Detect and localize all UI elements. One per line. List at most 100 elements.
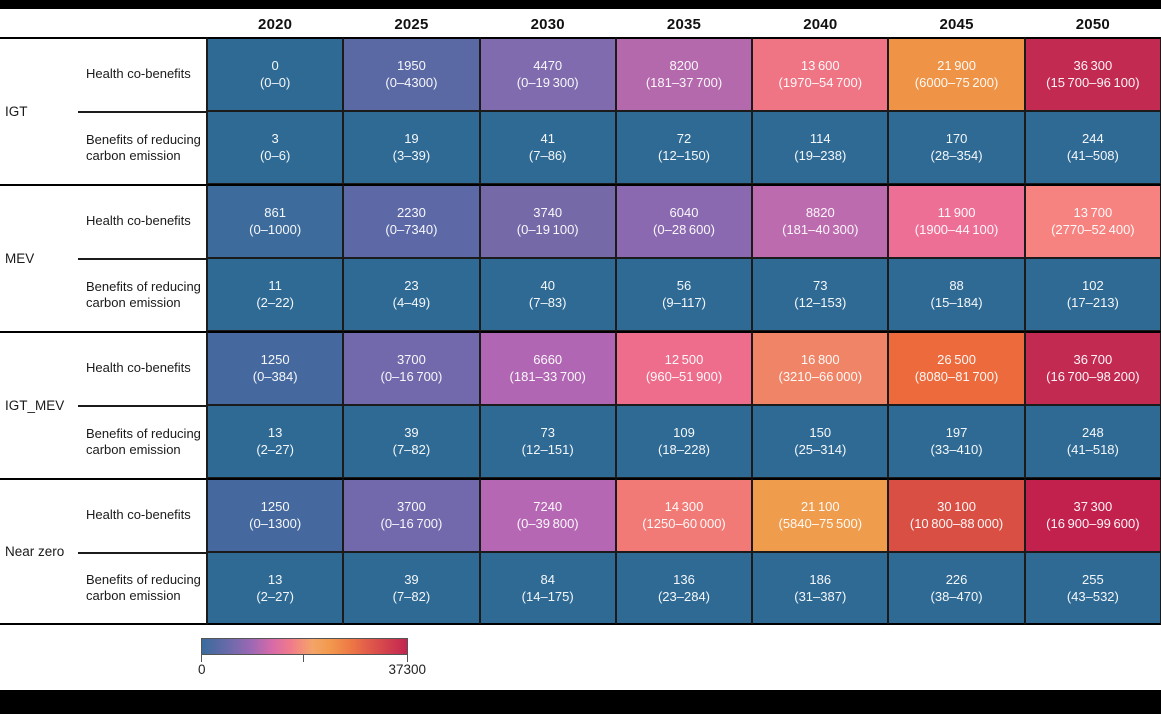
cell-value: 114 — [809, 131, 831, 147]
cell-value: 72 — [676, 131, 692, 147]
cell-range: (181–40 300) — [782, 222, 859, 238]
cell-value: 12 500 — [664, 352, 704, 368]
heatmap-cell: 0 (0–0) — [207, 37, 344, 111]
heatmap-cell: 13 600 (1970–54 700) — [752, 37, 889, 111]
cell-range: (8080–81 700) — [914, 369, 999, 385]
metric-label: Benefits of reducing carbon emission — [78, 404, 207, 478]
metric-label: Benefits of reducing carbon emission — [78, 257, 207, 331]
scenario-label: MEV — [0, 184, 78, 331]
cell-value: 0 — [271, 58, 279, 74]
cell-range: (12–151) — [521, 442, 574, 458]
cell-range: (960–51 900) — [645, 369, 723, 385]
cell-range: (6000–75 200) — [914, 75, 999, 91]
heatmap-cell: 4470 (0–19 300) — [479, 37, 616, 111]
heatmap-cell: 39 (7–82) — [343, 551, 480, 625]
heatmap-cell: 11 (2–22) — [207, 257, 344, 331]
cell-value: 11 900 — [937, 205, 976, 221]
colorbar-tick-mid — [303, 655, 305, 662]
cell-value: 13 600 — [800, 58, 840, 74]
heatmap-cell: 226 (38–470) — [888, 551, 1025, 625]
cell-value: 19 — [404, 131, 419, 147]
metric-label: Health co-benefits — [78, 184, 207, 258]
cell-value: 248 — [1082, 425, 1104, 441]
heatmap-cell: 19 (3–39) — [343, 110, 480, 184]
heatmap-cell: 13 (2–27) — [207, 551, 344, 625]
cell-range: (0–39 800) — [516, 516, 579, 532]
heatmap-cell: 1250 (0–384) — [207, 331, 344, 405]
cell-range: (0–1000) — [249, 222, 302, 238]
cell-range: (0–16 700) — [380, 516, 443, 532]
cell-range: (41–508) — [1066, 148, 1119, 164]
cell-value: 4470 — [533, 58, 563, 74]
cell-value: 244 — [1082, 131, 1104, 147]
heatmap-cell: 1250 (0–1300) — [207, 478, 344, 552]
cell-range: (28–354) — [930, 148, 983, 164]
cell-value: 8820 — [805, 205, 835, 221]
metric-label: Benefits of reducing carbon emission — [78, 551, 207, 625]
cell-value: 13 — [267, 425, 283, 441]
cell-value: 13 — [267, 571, 283, 587]
heatmap-cell: 102 (17–213) — [1024, 257, 1161, 331]
heatmap-cell: 37 300 (16 900–99 600) — [1024, 478, 1161, 552]
heatmap-cell: 23 (4–49) — [343, 257, 480, 331]
cell-range: (12–150) — [657, 148, 711, 164]
cell-value: 39 — [404, 425, 419, 441]
header-spacer — [0, 11, 207, 37]
heatmap-cell: 170 (28–354) — [888, 110, 1025, 184]
heatmap-cell: 12 500 (960–51 900) — [615, 331, 753, 405]
metric-label: Health co-benefits — [78, 37, 207, 111]
cell-value: 40 — [540, 278, 555, 294]
cell-range: (38–470) — [930, 588, 983, 604]
column-header: 2035 — [666, 15, 702, 33]
cell-value: 3 — [271, 131, 279, 147]
heatmap-cell: 56 (9–117) — [615, 257, 753, 331]
column-header: 2050 — [1075, 15, 1110, 33]
colorbar-min-label: 0 — [197, 662, 206, 677]
cell-range: (0–19 100) — [516, 222, 579, 238]
heatmap-cell: 21 900 (6000–75 200) — [888, 37, 1025, 111]
cell-range: (0–19 300) — [516, 75, 579, 91]
cell-range: (1900–44 100) — [914, 222, 999, 238]
heatmap-cell: 109 (18–228) — [615, 404, 753, 478]
cell-range: (17–213) — [1066, 295, 1119, 311]
cell-range: (1250–60 000) — [642, 516, 726, 532]
bottom-black-bar — [0, 690, 1161, 714]
metric-label: Health co-benefits — [78, 331, 207, 405]
heatmap-cell: 150 (25–314) — [752, 404, 889, 478]
cell-value: 255 — [1082, 571, 1104, 587]
cell-range: (23–284) — [657, 588, 711, 604]
cell-value: 197 — [945, 425, 968, 441]
cell-value: 6040 — [669, 205, 699, 221]
heatmap-cell: 21 100 (5840–75 500) — [752, 478, 889, 552]
cell-range: (0–1300) — [249, 516, 302, 532]
cell-range: (16 900–99 600) — [1046, 516, 1140, 532]
cell-range: (3–39) — [392, 148, 431, 164]
heatmap-cell: 26 500 (8080–81 700) — [888, 331, 1025, 405]
cell-value: 36 300 — [1073, 58, 1113, 74]
cell-range: (7–82) — [392, 442, 431, 458]
column-header: 2025 — [394, 15, 429, 33]
heatmap-cell: 3 (0–6) — [207, 110, 344, 184]
cell-value: 150 — [809, 425, 832, 441]
cell-range: (0–6) — [259, 148, 291, 164]
cell-value: 16 800 — [800, 352, 840, 368]
cell-range: (41–518) — [1066, 442, 1119, 458]
cell-value: 170 — [945, 131, 968, 147]
cell-value: 73 — [540, 425, 555, 441]
colorbar-gradient — [201, 638, 408, 655]
cell-range: (5840–75 500) — [778, 516, 863, 532]
colorbar-max-label: 37300 — [388, 662, 427, 677]
scenario-label: IGT_MEV — [0, 331, 78, 478]
heatmap-cell: 39 (7–82) — [343, 404, 480, 478]
cell-value: 1950 — [396, 58, 426, 74]
cell-range: (2–27) — [256, 588, 294, 604]
cell-value: 3700 — [396, 499, 426, 515]
heatmap-cell: 41 (7–86) — [479, 110, 616, 184]
heatmap-cell: 40 (7–83) — [479, 257, 616, 331]
heatmap-cell: 3700 (0–16 700) — [343, 478, 480, 552]
heatmap-cell: 255 (43–532) — [1024, 551, 1161, 625]
cell-value: 102 — [1082, 278, 1104, 294]
cell-value: 7240 — [533, 499, 563, 515]
cell-value: 14 300 — [664, 499, 704, 515]
heatmap-cell: 73 (12–153) — [752, 257, 889, 331]
